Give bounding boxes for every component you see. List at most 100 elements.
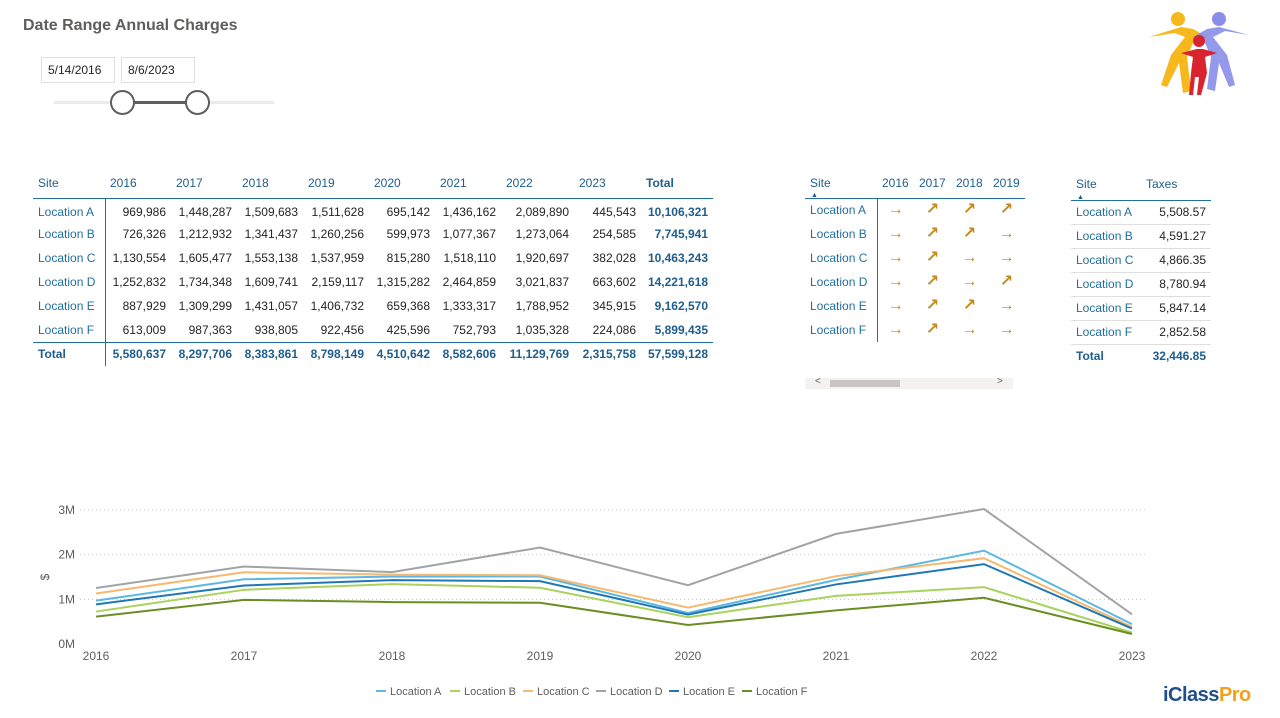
legend-item[interactable]: Location F (756, 686, 808, 698)
scrollbar-thumb[interactable] (830, 380, 900, 387)
matrix-header-2022[interactable]: 2022 (501, 169, 574, 199)
table-cell: 254,585 (592, 227, 636, 241)
matrix-header-total[interactable]: Total (641, 169, 713, 199)
row-site-label: Location D (805, 270, 878, 294)
matrix-header-site[interactable]: Site (33, 169, 105, 199)
row-total-cell: 7,745,941 (654, 227, 708, 241)
date-slider-start-handle[interactable] (109, 90, 135, 115)
table-row: Location A → ↗ ↗ ↗ (805, 198, 1025, 222)
x-tick-label: 2016 (83, 649, 110, 663)
legend-item[interactable]: Location D (610, 686, 663, 698)
x-tick-label: 2019 (527, 649, 554, 663)
legend-item[interactable]: Location C (537, 686, 590, 698)
table-row: Location A 969,986 1,448,287 1,509,683 1,511… (33, 198, 713, 222)
legend-item[interactable]: Location A (390, 686, 442, 698)
table-cell: 659,368 (386, 299, 430, 313)
people-logo-icon (1149, 12, 1249, 95)
taxes-header-site[interactable]: Site ▲ (1071, 169, 1141, 201)
table-cell: 1,333,317 (442, 299, 496, 313)
trend-cell: → (988, 222, 1025, 246)
trend-header-2019[interactable]: 2019 (988, 169, 1025, 199)
arrow-up-right-icon: ↗ (962, 201, 977, 219)
arrow-up-right-icon: ↗ (925, 321, 940, 338)
tax-value: 8,780.94 (1141, 272, 1211, 297)
matrix-header-2019[interactable]: 2019 (303, 169, 369, 199)
trend-header-site[interactable]: Site ▲ (805, 169, 877, 199)
legend-item[interactable]: Location E (683, 686, 735, 698)
trend-header-2018[interactable]: 2018 (951, 169, 988, 199)
table-row: Location F 2,852.58 (1071, 320, 1211, 345)
tax-total-value: 32,446.85 (1141, 343, 1211, 368)
table-cell: 1,431,057 (244, 299, 298, 313)
table-cell: 1,260,256 (310, 227, 364, 241)
table-cell: 2,464,859 (442, 275, 496, 289)
table-cell: 1,553,138 (244, 251, 298, 265)
table-row: Location C → ↗ → → (805, 246, 1025, 270)
table-cell: 1,511,628 (311, 205, 365, 220)
arrow-right-icon: → (961, 249, 978, 266)
matrix-header-2017[interactable]: 2017 (171, 169, 237, 199)
start-date-input[interactable]: 5/14/2016 (41, 57, 115, 83)
matrix-header-2021[interactable]: 2021 (435, 169, 501, 199)
row-site-label: Location B (1071, 224, 1141, 249)
table-cell: 815,280 (386, 251, 430, 265)
x-tick-label: 2018 (379, 649, 406, 663)
series-line-location-b[interactable] (95, 583, 1133, 634)
table-cell: 224,086 (592, 322, 636, 337)
arrow-right-icon: → (887, 297, 904, 314)
trend-header-2017[interactable]: 2017 (914, 169, 951, 199)
y-tick-label: 2M (58, 548, 75, 562)
x-tick-label: 2021 (823, 649, 850, 663)
arrow-right-icon: → (887, 249, 904, 266)
series-line-location-e[interactable] (95, 563, 1133, 630)
legend-item[interactable]: Location B (464, 686, 516, 698)
table-cell: 752,793 (452, 322, 496, 337)
trend-cell: ↗ (914, 198, 951, 222)
table-cell: 663,602 (592, 275, 636, 289)
trend-header-2016[interactable]: 2016 (877, 169, 914, 199)
series-line-location-c[interactable] (95, 557, 1133, 628)
matrix-header-2020[interactable]: 2020 (369, 169, 435, 199)
scroll-right-icon[interactable]: > (997, 376, 1003, 387)
arrow-up-right-icon: ↗ (962, 225, 977, 242)
end-date-input[interactable]: 8/6/2023 (121, 57, 195, 83)
arrow-right-icon: → (998, 249, 1015, 266)
series-line-location-d[interactable] (95, 507, 1133, 616)
matrix-header-2023[interactable]: 2023 (574, 169, 641, 199)
table-cell: 1,406,732 (310, 299, 364, 313)
taxes-header-taxes[interactable]: Taxes (1141, 169, 1211, 201)
date-slider-end-handle[interactable] (184, 90, 210, 115)
trend-cell: → (951, 318, 988, 342)
row-site-label: Location A (33, 198, 106, 222)
arrow-up-right-icon: ↗ (999, 273, 1014, 290)
iclasspro-logo: iClassPro (1163, 684, 1251, 706)
x-tick-label: 2020 (675, 649, 702, 663)
taxes-table: Site ▲ Taxes Location A 5,508.57 Location B… (1071, 169, 1211, 368)
arrow-right-icon: → (961, 273, 978, 290)
row-site-label: Location C (33, 246, 106, 270)
table-cell: 3,021,837 (515, 275, 569, 289)
table-cell: 1,252,832 (112, 275, 166, 289)
trend-cell: ↗ (951, 294, 988, 318)
table-row: Location E → ↗ ↗ → (805, 294, 1025, 318)
tax-value: 4,591.27 (1141, 224, 1211, 249)
total-cell: 11,129,769 (501, 341, 574, 366)
matrix-header-2016[interactable]: 2016 (105, 169, 171, 199)
total-row: Total 32,446.85 (1071, 343, 1211, 368)
row-site-label: Location D (1071, 272, 1141, 297)
trend-cell: → (877, 222, 914, 246)
series-line-location-a[interactable] (95, 549, 1133, 625)
sort-ascending-icon: ▲ (1077, 193, 1084, 201)
series-line-location-f[interactable] (95, 596, 1133, 635)
table-cell: 1,035,328 (515, 322, 569, 337)
total-cell: 8,798,149 (303, 341, 369, 366)
table-cell: 1,920,697 (515, 251, 569, 265)
matrix-header-2018[interactable]: 2018 (237, 169, 303, 199)
row-total-cell: 5,899,435 (654, 322, 708, 337)
row-total-cell: 10,106,321 (647, 205, 708, 220)
trend-cell: ↗ (951, 222, 988, 246)
scroll-left-icon[interactable]: < (815, 376, 821, 387)
arrow-right-icon: → (998, 225, 1015, 242)
trend-horizontal-scrollbar[interactable]: < > (805, 376, 1013, 389)
total-cell: 8,297,706 (171, 341, 237, 366)
